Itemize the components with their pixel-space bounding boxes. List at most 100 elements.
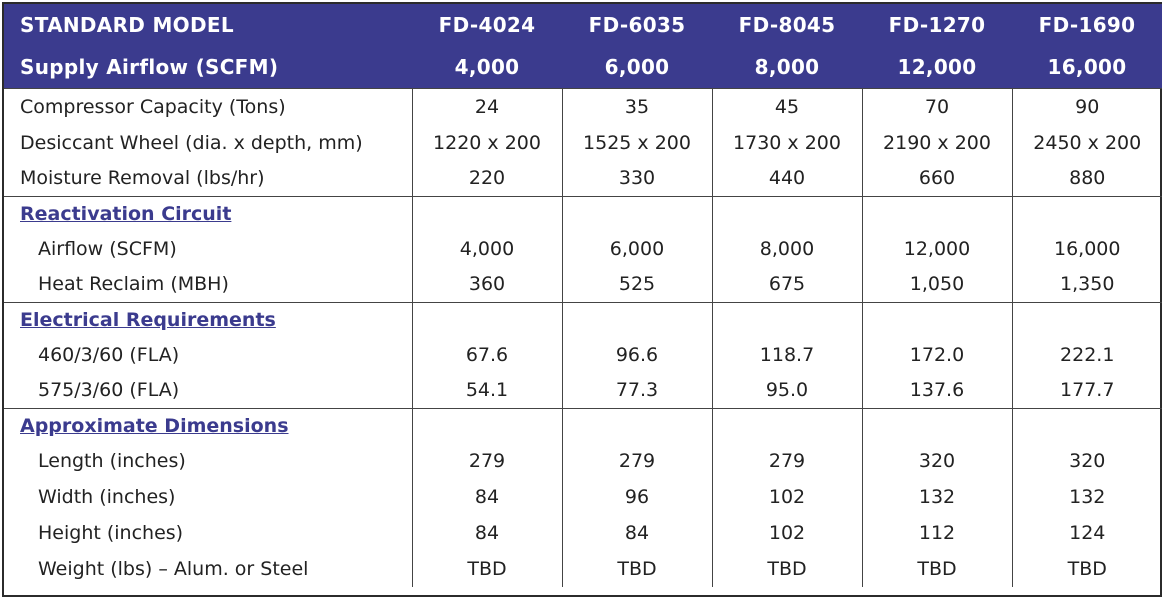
empty-cell bbox=[862, 408, 1013, 443]
header-row-airflow: Supply Airflow (SCFM) 4,000 6,000 8,000 … bbox=[4, 46, 1162, 89]
value-cell: 880 bbox=[1069, 167, 1106, 190]
table-body: Compressor Capacity (Tons) 24 35 45 70 90 Desi… bbox=[4, 88, 1162, 587]
empty-cell bbox=[712, 408, 863, 443]
value-cell: TBD bbox=[1067, 557, 1107, 580]
row-label: Desiccant Wheel (dia. x depth, mm) bbox=[4, 124, 413, 161]
table-header: STANDARD MODEL FD-4024 FD-6035 FD-8045 F… bbox=[4, 4, 1162, 89]
empty-cell bbox=[1012, 302, 1162, 337]
value-cell: 95.0 bbox=[712, 372, 863, 409]
value-cell: 675 bbox=[712, 266, 863, 303]
row-label: Length (inches) bbox=[4, 442, 413, 479]
value-cell: 77.3 bbox=[562, 372, 713, 409]
header-cell: 4,000 bbox=[454, 55, 520, 79]
table-row: 460/3/60 (FLA) 67.6 96.6 118.7 172.0 222.1 bbox=[4, 336, 1162, 373]
value-cell: 320 bbox=[1069, 449, 1106, 472]
value-cell: 70 bbox=[862, 88, 1013, 125]
header-cell: Supply Airflow (SCFM) bbox=[20, 55, 279, 79]
empty-cell bbox=[412, 196, 563, 231]
section-title-row: Approximate Dimensions bbox=[4, 408, 1162, 443]
header-cell: FD-4024 bbox=[438, 13, 536, 37]
header-row-models: STANDARD MODEL FD-4024 FD-6035 FD-8045 F… bbox=[4, 4, 1162, 46]
value-cell: 84 bbox=[562, 514, 713, 551]
row-label: Weight (lbs) – Alum. or Steel bbox=[4, 550, 413, 587]
value-cell: 12,000 bbox=[862, 230, 1013, 267]
header-cell: FD-8045 bbox=[738, 13, 836, 37]
value-cell: 222.1 bbox=[1060, 343, 1115, 366]
value-cell: TBD bbox=[562, 550, 713, 587]
value-cell: 525 bbox=[562, 266, 713, 303]
value-cell: 96.6 bbox=[562, 336, 713, 373]
value-cell: 440 bbox=[712, 160, 863, 197]
empty-cell bbox=[712, 302, 863, 337]
header-cell: 6,000 bbox=[604, 55, 670, 79]
value-cell: 1,350 bbox=[1060, 273, 1115, 296]
section-title: Electrical Requirements bbox=[20, 308, 276, 331]
row-label: Heat Reclaim (MBH) bbox=[4, 266, 413, 303]
value-cell: 660 bbox=[862, 160, 1013, 197]
value-cell: 112 bbox=[862, 514, 1013, 551]
value-cell: 1730 x 200 bbox=[712, 124, 863, 161]
empty-cell bbox=[562, 302, 713, 337]
row-label: Width (inches) bbox=[4, 478, 413, 515]
table-row: Length (inches) 279 279 279 320 320 bbox=[4, 442, 1162, 479]
value-cell: 35 bbox=[562, 88, 713, 125]
value-cell: 172.0 bbox=[862, 336, 1013, 373]
value-cell: TBD bbox=[712, 550, 863, 587]
table-row: Desiccant Wheel (dia. x depth, mm) 1220 x… bbox=[4, 124, 1162, 161]
value-cell: TBD bbox=[412, 550, 563, 587]
value-cell: 279 bbox=[712, 442, 863, 479]
value-cell: 132 bbox=[1069, 485, 1106, 508]
empty-cell bbox=[862, 196, 1013, 231]
value-cell: 330 bbox=[562, 160, 713, 197]
value-cell: 84 bbox=[412, 478, 563, 515]
table-row: 575/3/60 (FLA) 54.1 77.3 95.0 137.6 177.7 bbox=[4, 372, 1162, 409]
row-label: 460/3/60 (FLA) bbox=[4, 336, 413, 373]
value-cell: 1525 x 200 bbox=[562, 124, 713, 161]
header-cell: 16,000 bbox=[1047, 55, 1127, 79]
empty-cell bbox=[562, 408, 713, 443]
row-label: Compressor Capacity (Tons) bbox=[4, 88, 413, 125]
value-cell: 132 bbox=[862, 478, 1013, 515]
table-row: Height (inches) 84 84 102 112 124 bbox=[4, 514, 1162, 551]
value-cell: 102 bbox=[712, 514, 863, 551]
section-title-cell: Approximate Dimensions bbox=[4, 408, 413, 443]
value-cell: 84 bbox=[412, 514, 563, 551]
empty-cell bbox=[862, 302, 1013, 337]
value-cell: TBD bbox=[862, 550, 1013, 587]
header-cell: 12,000 bbox=[897, 55, 977, 79]
empty-cell bbox=[412, 302, 563, 337]
empty-cell bbox=[1012, 196, 1162, 231]
empty-cell bbox=[562, 196, 713, 231]
section-title-cell: Reactivation Circuit bbox=[4, 196, 413, 231]
value-cell: 4,000 bbox=[412, 230, 563, 267]
value-cell: 8,000 bbox=[712, 230, 863, 267]
header-cell: STANDARD MODEL bbox=[20, 13, 234, 37]
table-row: Compressor Capacity (Tons) 24 35 45 70 90 bbox=[4, 88, 1162, 125]
value-cell: 220 bbox=[412, 160, 563, 197]
value-cell: 102 bbox=[712, 478, 863, 515]
row-label: Height (inches) bbox=[4, 514, 413, 551]
section-title-cell: Electrical Requirements bbox=[4, 302, 413, 337]
value-cell: 6,000 bbox=[562, 230, 713, 267]
row-label: Moisture Removal (lbs/hr) bbox=[4, 160, 413, 197]
value-cell: 360 bbox=[412, 266, 563, 303]
empty-cell bbox=[412, 408, 563, 443]
table-row: Weight (lbs) – Alum. or Steel TBD TBD TBD TB… bbox=[4, 550, 1162, 587]
section-title-row: Reactivation Circuit bbox=[4, 196, 1162, 231]
section-title-row: Electrical Requirements bbox=[4, 302, 1162, 337]
empty-cell bbox=[1012, 408, 1162, 443]
value-cell: 2450 x 200 bbox=[1033, 131, 1142, 154]
row-label: 575/3/60 (FLA) bbox=[4, 372, 413, 409]
value-cell: 137.6 bbox=[862, 372, 1013, 409]
header-cell: FD-1690 bbox=[1038, 13, 1136, 37]
section-title: Approximate Dimensions bbox=[20, 414, 289, 437]
section-title: Reactivation Circuit bbox=[20, 202, 232, 225]
value-cell: 118.7 bbox=[712, 336, 863, 373]
value-cell: 2190 x 200 bbox=[862, 124, 1013, 161]
value-cell: 45 bbox=[712, 88, 863, 125]
value-cell: 279 bbox=[562, 442, 713, 479]
value-cell: 124 bbox=[1069, 521, 1106, 544]
header-cell: FD-6035 bbox=[588, 13, 686, 37]
spec-table: STANDARD MODEL FD-4024 FD-6035 FD-8045 F… bbox=[4, 4, 1162, 587]
